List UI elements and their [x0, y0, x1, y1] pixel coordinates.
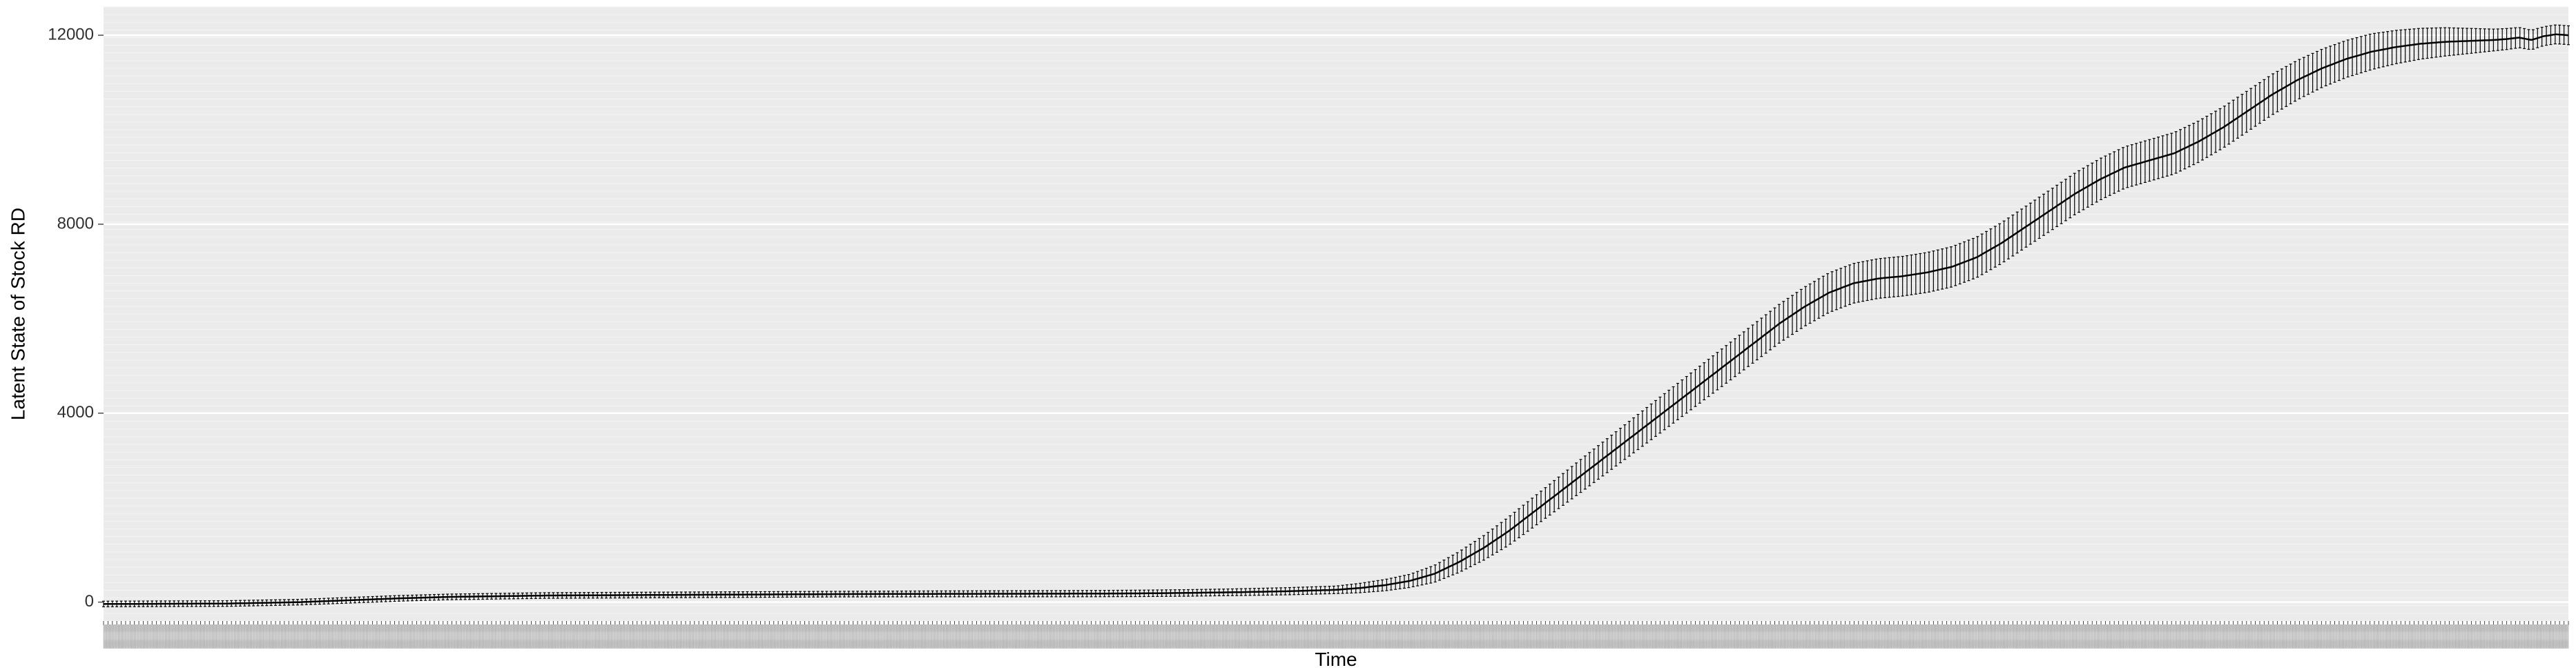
chart-svg: 0 4000 8000 12000 Latent State of Stock RD Ti… [0, 0, 2576, 670]
ytick-label: 12000 [48, 25, 94, 43]
y-axis-label: Latent State of Stock RD [7, 208, 28, 420]
xaxis-label-row [104, 624, 2568, 631]
ytick-label: 8000 [57, 214, 94, 233]
chart-container: 0 4000 8000 12000 Latent State of Stock RD Ti… [0, 0, 2576, 670]
ytick-label: 0 [85, 592, 94, 611]
x-axis-label: Time [1315, 649, 1357, 670]
xaxis-label-row [104, 633, 2568, 640]
xaxis-label-row [104, 640, 2568, 647]
ytick-label: 4000 [57, 403, 94, 422]
